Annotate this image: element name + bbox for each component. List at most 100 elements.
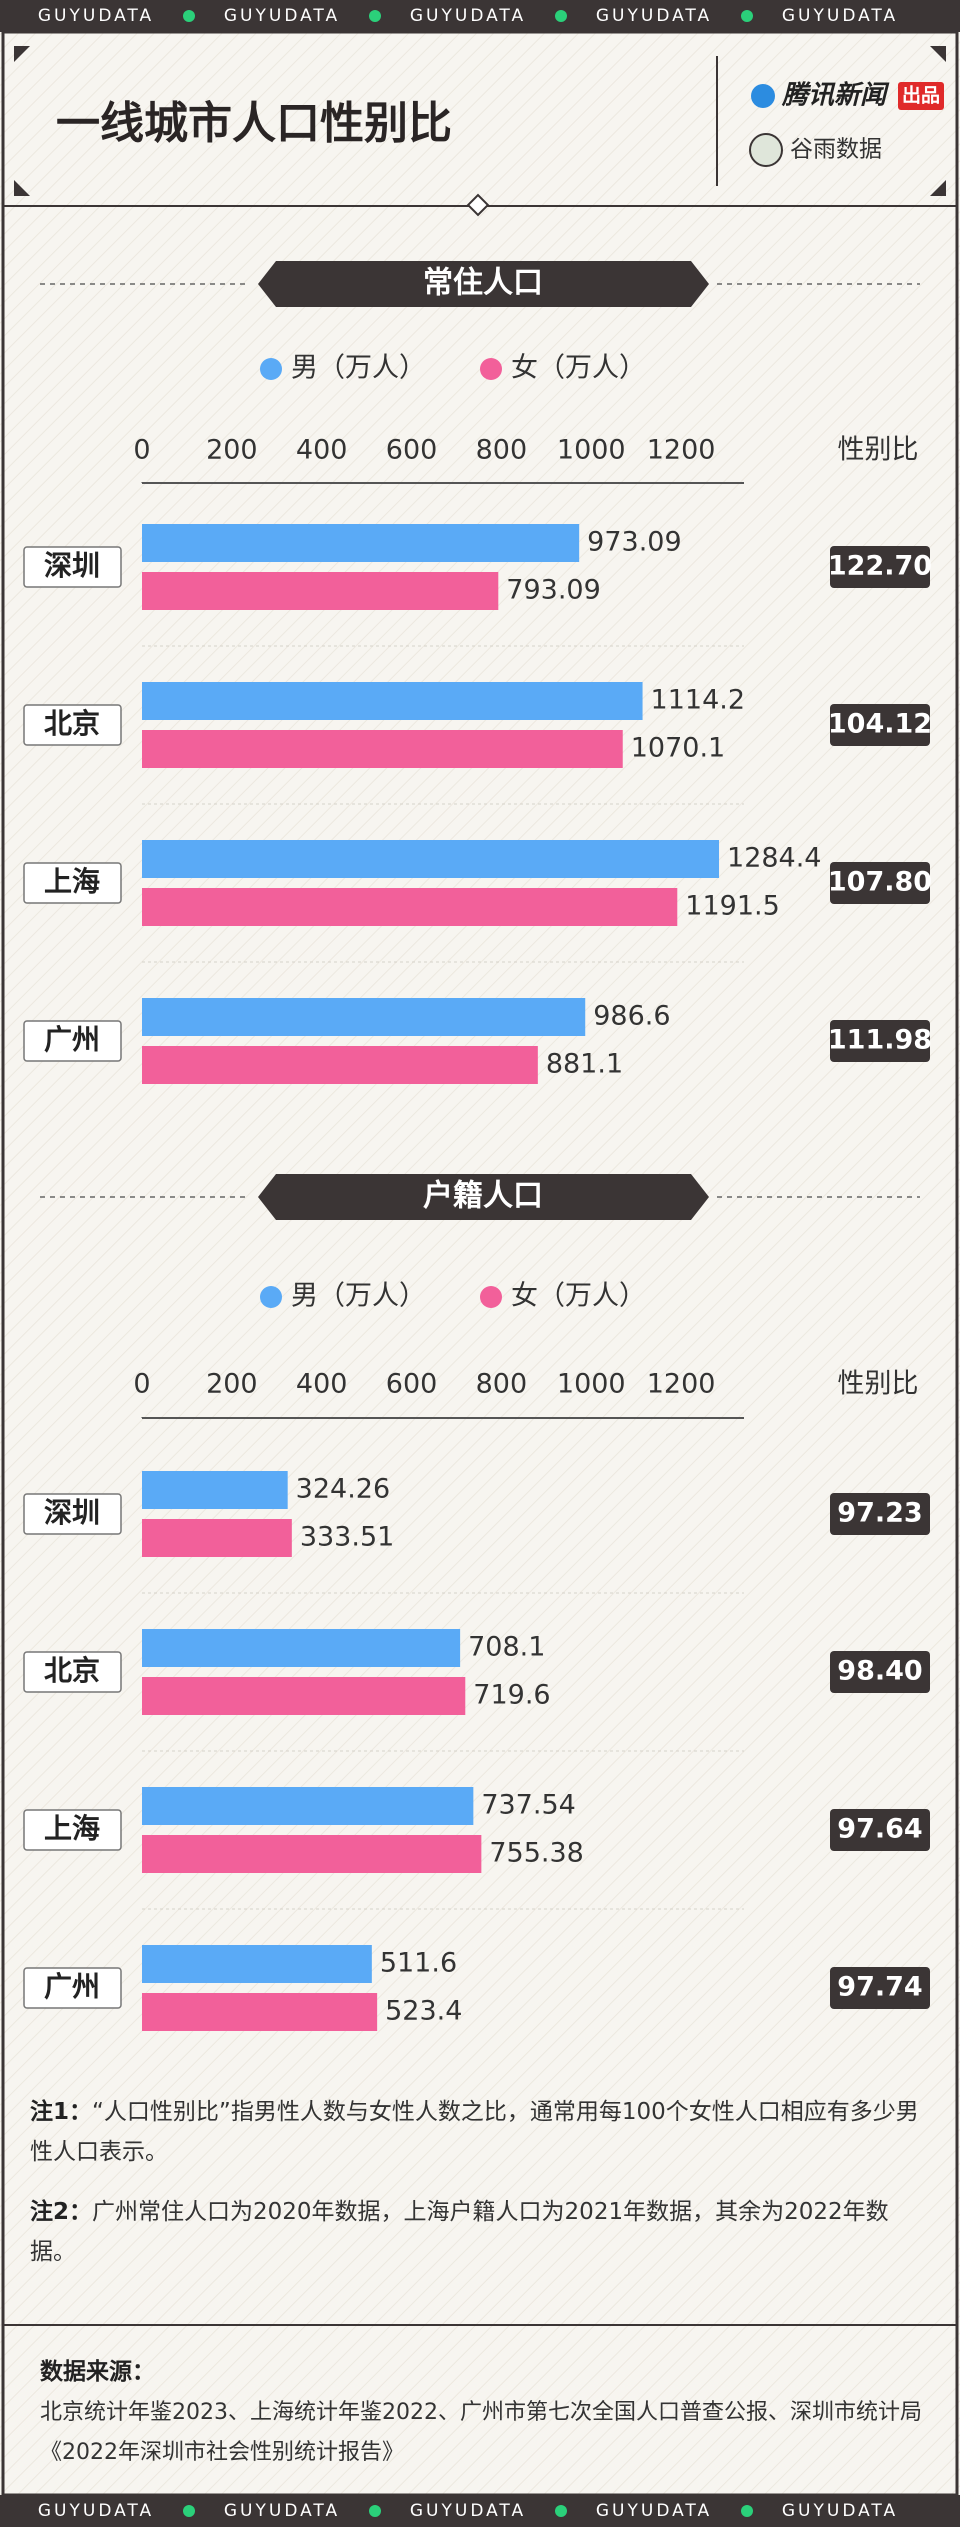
- y-tick-label: 上海: [44, 865, 100, 898]
- y-tick-label: 北京: [44, 1654, 100, 1687]
- band-dot: [369, 2505, 381, 2517]
- x-tick-label: 1000: [557, 435, 626, 466]
- legend-dot: [480, 358, 502, 380]
- value-label: 737.54: [481, 1790, 575, 1821]
- y-tick-label: 深圳: [44, 549, 100, 582]
- city-box: [23, 1809, 122, 1851]
- value-label: 1284.4: [727, 843, 821, 874]
- note-text: “人口性别比”指男性人数与女性人数之比，通常用每100个女性人口相应有多少男性人…: [30, 2099, 919, 2165]
- band-dot: [555, 2505, 567, 2517]
- source-label: 数据来源：: [40, 2359, 155, 2385]
- source-text: 北京统计年鉴2023、上海统计年鉴2022、广州市第七次全国人口普查公报、深圳市…: [40, 2400, 922, 2465]
- legend-dot: [260, 1286, 282, 1308]
- brand: 腾讯新闻: [781, 81, 890, 111]
- x-tick-label: 600: [386, 1369, 438, 1400]
- bar: [142, 524, 580, 562]
- value-label: 719.6: [473, 1680, 550, 1711]
- legend-label: 男（万人）: [291, 1281, 426, 1312]
- bar: [142, 1629, 461, 1667]
- value-label: 793.09: [506, 575, 600, 606]
- ratio-badge: [830, 704, 930, 746]
- brand-icon: [751, 84, 775, 108]
- band-text: GUYUDATA: [596, 6, 712, 26]
- x-tick-label: 400: [296, 1369, 348, 1400]
- section-title: 常住人口: [423, 266, 543, 301]
- value-label: 755.38: [489, 1838, 583, 1869]
- ratio-badge: [830, 1967, 930, 2009]
- legend-dot: [260, 358, 282, 380]
- ratio-badge: [830, 1809, 930, 1851]
- ratio-label: 104.12: [828, 709, 932, 740]
- y-tick-label: 北京: [44, 707, 100, 740]
- ratio-label: 97.74: [837, 1972, 922, 2003]
- ratio-title: 性别比: [838, 435, 919, 466]
- bar: [142, 1519, 292, 1557]
- ratio-badge: [830, 546, 930, 588]
- value-label: 1191.5: [685, 891, 779, 922]
- bar: [142, 1787, 474, 1825]
- bar: [142, 1677, 466, 1715]
- band-text: GUYUDATA: [782, 2501, 898, 2521]
- x-tick-label: 1200: [647, 1369, 716, 1400]
- ratio-label: 107.80: [828, 867, 932, 898]
- legend-label: 女（万人）: [511, 1281, 646, 1312]
- y-tick-label: 深圳: [44, 1496, 100, 1529]
- band-text: GUYUDATA: [410, 2501, 526, 2521]
- value-label: 1114.2: [651, 685, 745, 716]
- section-pill: [258, 1174, 709, 1220]
- band-text: GUYUDATA: [38, 2501, 154, 2521]
- legend-label: 女（万人）: [511, 353, 646, 384]
- x-tick-label: 800: [476, 435, 528, 466]
- band-dot: [741, 2505, 753, 2517]
- ratio-label: 97.23: [837, 1498, 922, 1529]
- band-dot: [555, 10, 567, 22]
- bottom-band: [0, 2495, 960, 2527]
- bar: [142, 998, 586, 1036]
- section-title: 户籍人口: [423, 1179, 543, 1214]
- band-text: GUYUDATA: [410, 6, 526, 26]
- corner: [930, 180, 946, 196]
- x-tick-label: 200: [206, 1369, 258, 1400]
- note-label: 注1：: [30, 2099, 93, 2125]
- bar: [142, 1993, 378, 2031]
- bar: [142, 1835, 482, 1873]
- corner: [14, 46, 30, 62]
- bar: [142, 840, 720, 878]
- note-label: 注2：: [30, 2199, 93, 2225]
- ratio-badge: [830, 1493, 930, 1535]
- ratio-title: 性别比: [838, 1369, 919, 1400]
- ratio-label: 122.70: [828, 551, 932, 582]
- bar: [142, 888, 678, 926]
- top-band: [0, 0, 960, 32]
- note: 注2：广州常住人口为2020年数据，上海户籍人口为2021年数据，其余为2022…: [30, 2192, 930, 2272]
- brand-tag: 出品: [902, 84, 940, 107]
- partner-icon: [749, 133, 783, 167]
- section-pill: [258, 261, 709, 307]
- city-box: [23, 1967, 122, 2009]
- city-box: [23, 862, 122, 904]
- ratio-badge: [830, 1651, 930, 1693]
- city-box: [23, 546, 122, 588]
- x-tick-label: 200: [206, 435, 258, 466]
- corner: [930, 46, 946, 62]
- partner: 谷雨数据: [790, 137, 882, 163]
- value-label: 324.26: [296, 1474, 390, 1505]
- source: 数据来源： 北京统计年鉴2023、上海统计年鉴2022、广州市第七次全国人口普查公…: [40, 2352, 930, 2472]
- city-box: [23, 1020, 122, 1062]
- corner: [14, 180, 30, 196]
- legend-label: 男（万人）: [291, 353, 426, 384]
- value-label: 973.09: [587, 527, 681, 558]
- ratio-badge: [830, 1020, 930, 1062]
- title: 一线城市人口性别比: [56, 98, 452, 149]
- band-text: GUYUDATA: [596, 2501, 712, 2521]
- ratio-label: 98.40: [837, 1656, 922, 1687]
- y-tick-label: 广州: [44, 1023, 100, 1056]
- legend-dot: [480, 1286, 502, 1308]
- band-text: GUYUDATA: [224, 6, 340, 26]
- value-label: 986.6: [593, 1001, 670, 1032]
- bar: [142, 730, 623, 768]
- value-label: 708.1: [468, 1632, 545, 1663]
- value-label: 881.1: [546, 1049, 623, 1080]
- diamond: [466, 193, 490, 217]
